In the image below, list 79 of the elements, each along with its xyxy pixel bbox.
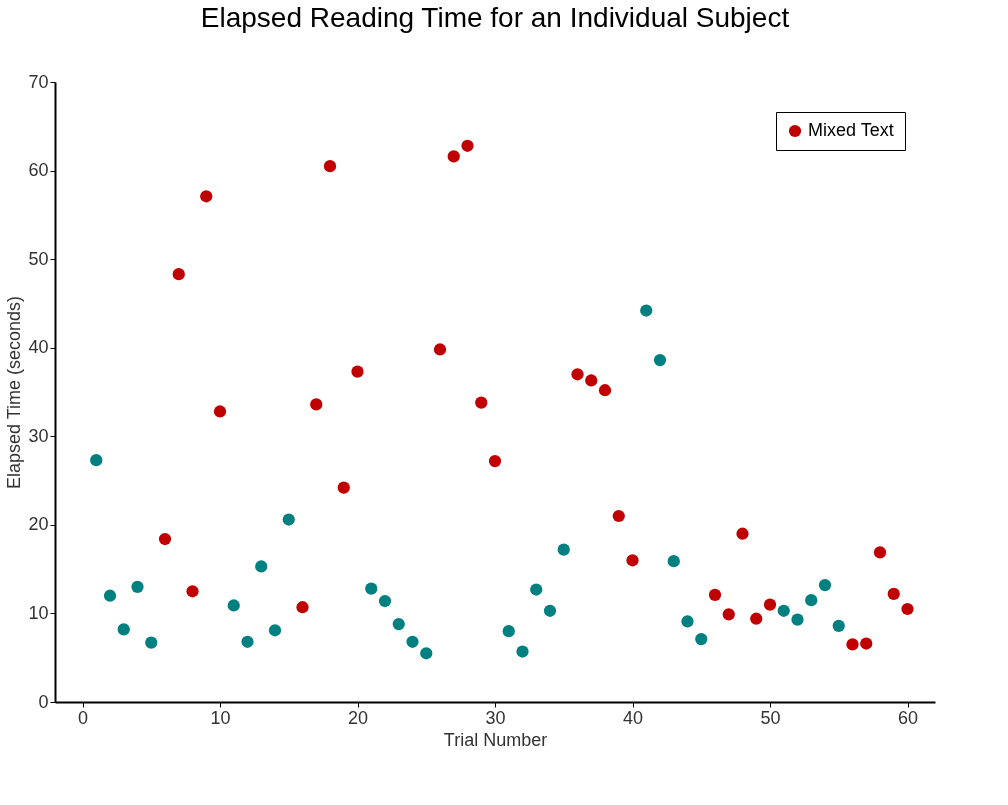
point bbox=[406, 635, 419, 648]
point bbox=[681, 615, 694, 628]
point bbox=[626, 554, 639, 567]
point bbox=[227, 599, 240, 612]
x-tick-label: 40 bbox=[622, 707, 644, 728]
point bbox=[296, 601, 309, 614]
point bbox=[475, 396, 488, 409]
point bbox=[90, 454, 103, 467]
point bbox=[282, 513, 295, 526]
y-tick-label: 30 bbox=[28, 425, 49, 446]
point bbox=[901, 602, 914, 616]
point bbox=[750, 612, 763, 625]
point bbox=[145, 636, 158, 649]
point bbox=[351, 365, 364, 378]
point bbox=[365, 582, 378, 595]
point bbox=[612, 509, 625, 523]
point bbox=[488, 454, 502, 468]
point bbox=[502, 625, 515, 638]
point bbox=[860, 637, 873, 650]
y-tick-label: 60 bbox=[28, 160, 49, 181]
point bbox=[777, 604, 790, 617]
legend-label: Mixed Text bbox=[808, 120, 894, 140]
x-tick-label: 60 bbox=[897, 707, 919, 728]
point bbox=[832, 619, 845, 632]
x-tick-label: 30 bbox=[485, 707, 506, 728]
point bbox=[571, 368, 584, 381]
x-tick-label: 20 bbox=[347, 707, 369, 728]
x-axis-title: Trial Number bbox=[443, 729, 548, 750]
point bbox=[818, 578, 832, 592]
point bbox=[213, 405, 227, 418]
y-tick-label: 50 bbox=[28, 248, 49, 269]
point bbox=[846, 638, 859, 651]
point bbox=[543, 604, 557, 617]
point bbox=[763, 598, 777, 611]
point bbox=[172, 268, 185, 281]
y-tick-label: 70 bbox=[28, 71, 49, 92]
point bbox=[791, 613, 804, 626]
point bbox=[323, 160, 337, 173]
point bbox=[887, 587, 900, 601]
x-tick-label: 10 bbox=[210, 707, 231, 728]
y-tick-label: 10 bbox=[28, 602, 49, 623]
y-axis-title: Elapsed Time (seconds) bbox=[4, 295, 25, 490]
point bbox=[103, 589, 117, 602]
point bbox=[873, 546, 887, 559]
point bbox=[736, 527, 749, 540]
y-tick-label: 0 bbox=[38, 691, 49, 712]
x-tick-label: 0 bbox=[77, 707, 89, 728]
point bbox=[200, 190, 213, 203]
point bbox=[337, 481, 350, 494]
point bbox=[420, 647, 433, 660]
point bbox=[461, 139, 474, 152]
point bbox=[117, 623, 130, 636]
point bbox=[585, 374, 598, 387]
point bbox=[557, 543, 570, 556]
point bbox=[530, 583, 543, 596]
point bbox=[516, 645, 529, 658]
point bbox=[158, 532, 172, 546]
y-tick-label: 40 bbox=[28, 337, 49, 358]
point bbox=[392, 617, 405, 631]
point bbox=[378, 594, 392, 608]
chart-title: Elapsed Reading Time for an Individual Subject bbox=[200, 2, 790, 33]
point bbox=[433, 343, 447, 356]
point bbox=[805, 594, 818, 607]
point bbox=[667, 555, 680, 568]
point bbox=[640, 304, 653, 317]
point bbox=[722, 608, 735, 621]
point bbox=[255, 560, 268, 573]
point bbox=[241, 635, 254, 648]
point bbox=[186, 585, 199, 598]
x-tick-label: 50 bbox=[760, 707, 781, 728]
point bbox=[598, 384, 612, 397]
point bbox=[268, 624, 282, 637]
point bbox=[695, 633, 708, 646]
y-tick-label: 20 bbox=[28, 514, 49, 535]
point bbox=[310, 398, 323, 411]
point bbox=[653, 354, 667, 367]
point bbox=[447, 150, 460, 163]
point bbox=[708, 588, 722, 601]
point bbox=[131, 580, 144, 593]
